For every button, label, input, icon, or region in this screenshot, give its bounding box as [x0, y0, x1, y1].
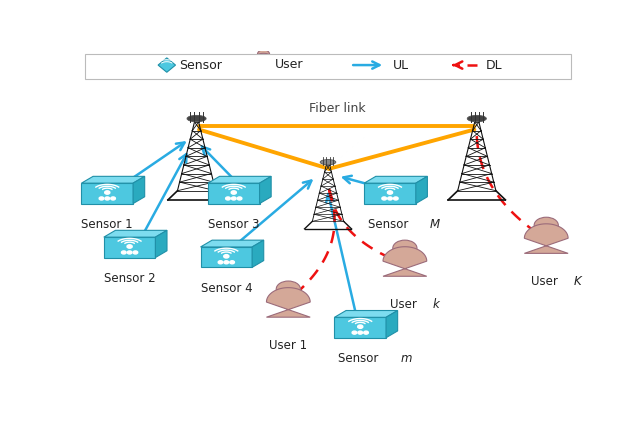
Circle shape [382, 197, 387, 200]
Polygon shape [335, 317, 386, 338]
Circle shape [127, 245, 132, 248]
Circle shape [534, 217, 558, 233]
Polygon shape [266, 288, 310, 317]
Text: Sensor: Sensor [179, 59, 222, 71]
Circle shape [237, 197, 242, 200]
Text: Sensor 3: Sensor 3 [208, 218, 259, 231]
Text: User: User [275, 58, 303, 71]
Circle shape [218, 261, 223, 264]
Text: User 1: User 1 [269, 339, 307, 352]
Polygon shape [364, 176, 428, 183]
Circle shape [133, 251, 138, 254]
Circle shape [224, 261, 228, 264]
Text: k: k [433, 298, 440, 311]
Text: Sensor: Sensor [338, 352, 382, 365]
Circle shape [111, 197, 115, 200]
Polygon shape [524, 224, 568, 253]
Text: K: K [574, 275, 582, 288]
Polygon shape [133, 176, 145, 204]
Polygon shape [81, 183, 133, 204]
Circle shape [99, 197, 104, 200]
Circle shape [231, 191, 236, 194]
Circle shape [388, 197, 392, 200]
Polygon shape [156, 230, 167, 258]
Circle shape [394, 197, 398, 200]
Circle shape [224, 255, 229, 258]
Polygon shape [260, 176, 271, 204]
Circle shape [358, 325, 363, 329]
Circle shape [257, 50, 269, 58]
Polygon shape [104, 230, 167, 237]
Circle shape [105, 191, 110, 194]
Ellipse shape [320, 159, 336, 165]
Circle shape [352, 331, 356, 334]
Polygon shape [252, 240, 264, 267]
Polygon shape [386, 311, 397, 338]
Circle shape [122, 251, 126, 254]
Polygon shape [335, 311, 397, 317]
Polygon shape [208, 176, 271, 183]
Text: DL: DL [486, 59, 502, 71]
Polygon shape [200, 240, 264, 247]
Circle shape [387, 191, 392, 194]
Circle shape [127, 251, 132, 254]
Text: User: User [531, 275, 561, 288]
Circle shape [105, 197, 109, 200]
Polygon shape [253, 53, 275, 68]
Circle shape [393, 240, 417, 256]
Circle shape [276, 281, 300, 297]
Circle shape [232, 197, 236, 200]
Circle shape [358, 331, 363, 334]
Polygon shape [416, 176, 428, 204]
Polygon shape [208, 183, 260, 204]
Circle shape [226, 197, 230, 200]
Polygon shape [200, 247, 252, 267]
Ellipse shape [467, 115, 486, 122]
Circle shape [364, 331, 369, 334]
Text: m: m [400, 352, 412, 365]
Text: M: M [430, 218, 440, 231]
Ellipse shape [187, 115, 206, 122]
Polygon shape [158, 58, 175, 72]
Text: Sensor 1: Sensor 1 [81, 218, 133, 231]
FancyBboxPatch shape [85, 54, 571, 79]
Circle shape [230, 261, 234, 264]
Text: Fiber link: Fiber link [308, 102, 365, 115]
Polygon shape [364, 183, 416, 204]
Text: UL: UL [392, 59, 408, 71]
Polygon shape [383, 247, 427, 276]
Polygon shape [81, 176, 145, 183]
Text: Sensor 2: Sensor 2 [104, 272, 156, 285]
Polygon shape [104, 237, 156, 258]
Text: Sensor: Sensor [368, 218, 412, 231]
Text: Sensor 4: Sensor 4 [200, 282, 252, 295]
Text: User: User [390, 298, 420, 311]
